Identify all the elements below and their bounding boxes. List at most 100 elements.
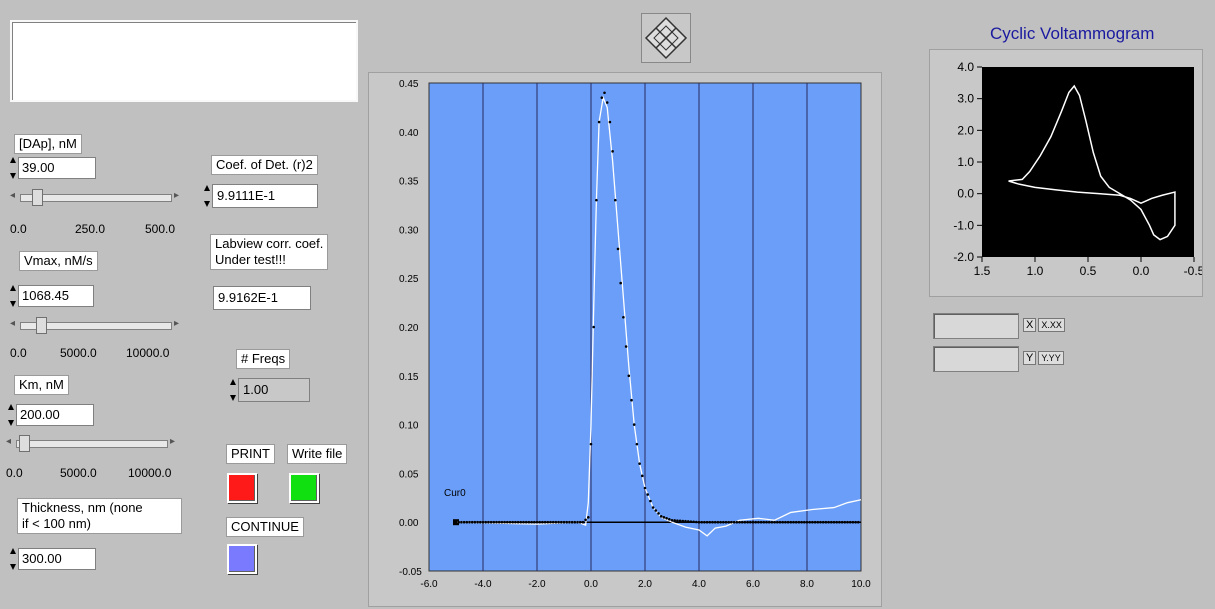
x-tick-label: 2.0 [638,579,652,590]
data-point [743,520,747,524]
data-point [570,520,574,524]
data-point [524,520,528,524]
data-point [754,520,757,524]
data-point [495,520,498,524]
data-point [641,474,644,478]
vmax-slider-thumb[interactable] [36,317,48,334]
data-point [770,520,774,524]
dap-numeric[interactable]: 39.00 [10,157,96,179]
data-point [703,520,706,524]
dap-input[interactable]: 39.00 [18,157,96,179]
data-point [500,520,504,524]
slider-left-arrow-icon: ◂ [10,318,16,329]
print-label: PRINT [226,444,275,464]
data-point [819,520,822,524]
cv-y-scale-field[interactable] [933,346,1019,372]
data-point [587,516,590,519]
data-point [778,520,782,524]
dap-slider-track[interactable] [20,194,172,202]
x-tick-label: 4.0 [692,579,706,590]
data-point [651,506,655,509]
data-point [657,512,660,515]
y-tick-label: 0.30 [399,225,419,236]
data-point [565,520,568,524]
km-scale-mid: 5000.0 [60,466,97,480]
dap-slider[interactable]: ◂ ▸ [10,186,185,220]
data-point [554,520,558,524]
vmax-input[interactable]: 1068.45 [18,285,94,307]
data-point [592,325,595,329]
km-spinner[interactable] [8,404,15,426]
data-point [692,520,695,524]
data-point [749,520,752,524]
vmax-slider-track[interactable] [20,322,172,330]
data-point [503,520,506,524]
data-point [784,520,787,524]
write-file-button[interactable] [289,473,319,503]
cv-y-format-control[interactable]: Y Y.YY [1023,346,1087,370]
vmax-slider[interactable]: ◂ ▸ [10,314,185,340]
data-point [821,520,825,524]
dap-slider-thumb[interactable] [31,189,43,206]
data-point [543,520,547,524]
y-tick-label: 0.45 [399,79,419,90]
x-tick-label: 8.0 [800,579,814,590]
data-point [614,198,617,202]
data-point [735,520,739,524]
print-button[interactable] [227,473,257,503]
data-point [789,520,793,524]
km-scale-max: 10000.0 [128,466,172,480]
thickness-numeric[interactable]: 300.00 [10,548,96,570]
y-axis-lock-icon[interactable]: Y [1023,351,1037,365]
thickness-spinner[interactable] [10,548,17,570]
x-tick-label: 0.0 [584,579,598,590]
km-numeric[interactable]: 200.00 [8,404,94,426]
cv-x-tick-label: -0.5 [1184,264,1202,278]
data-point [665,516,668,520]
km-input[interactable]: 200.00 [16,404,94,426]
km-slider[interactable]: ◂ ▸ [6,432,181,458]
cv-x-tick-label: 1.5 [974,264,991,278]
cv-x-scale-field[interactable] [933,313,1019,339]
vmax-numeric[interactable]: 1068.45 [10,285,94,307]
continue-button[interactable] [227,544,257,574]
labview-corr-label: Labview corr. coef. Under test!!! [210,234,329,270]
data-point [497,520,501,524]
slider-left-arrow-icon: ◂ [10,190,16,201]
graph-palette-button[interactable] [641,13,691,63]
dap-spinner[interactable] [10,157,17,179]
vmax-scale-max: 10000.0 [126,346,170,360]
data-point [530,520,533,524]
labview-corr-value: 9.9162E-1 [213,286,311,310]
write-file-label: Write file [287,444,348,464]
y-format-button[interactable]: Y.YY [1038,351,1064,365]
cv-chart[interactable]: 4.0 3.0 2.0 1.0 0.0 -1.0 -2.01.5 1.0 0.5 0.0 -0.5 [930,50,1204,296]
main-chart[interactable]: -6.0 -4.0 -2.0 0.0 2.0 4.0 6.0 8.0 10.0 0.45 0.40 0… [369,73,881,606]
data-point [538,520,541,524]
freqs-label: # Freqs [236,349,291,369]
km-slider-track[interactable] [16,440,168,448]
x-tick-label: 6.0 [746,579,760,590]
cv-x-format-control[interactable]: X X.XX [1023,313,1087,337]
data-point [773,520,776,524]
data-point [835,520,838,524]
x-format-button[interactable]: X.XX [1038,318,1065,332]
x-tick-label: -4.0 [474,579,492,590]
data-point [846,520,849,524]
thickness-label: Thickness, nm (none if < 100 nm) [17,498,182,534]
data-point [751,520,755,524]
vmax-spinner[interactable] [10,285,17,307]
data-point [727,520,730,524]
x-axis-lock-icon[interactable]: X [1023,318,1037,332]
cv-y-tick-label: 0.0 [957,187,974,201]
thickness-input[interactable]: 300.00 [18,548,96,570]
km-slider-thumb[interactable] [19,435,30,452]
dap-scale-mid: 250.0 [75,222,106,236]
slider-right-arrow-icon: ▸ [170,436,176,447]
data-point [549,520,552,524]
data-point [732,520,736,524]
coef-det-label: Coef. of Det. (r)2 [211,155,318,175]
data-point [767,520,771,524]
data-point [759,520,763,524]
data-point [840,520,844,524]
